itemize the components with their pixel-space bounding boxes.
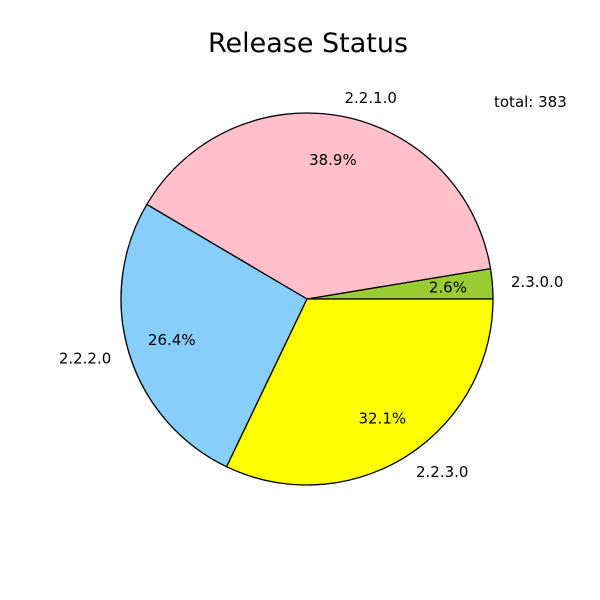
- slice-label-2-2-3-0: 2.2.3.0: [416, 463, 468, 481]
- pie-slice-2-2-2-0: [120, 203, 308, 468]
- slice-label-2-2-1-0: 2.2.1.0: [345, 89, 397, 107]
- pie-labels: 2.3.0.0 2.6% 2.2.1.0 38.9% 2.2.2.0 26.4% 2.2.3…: [59, 89, 564, 481]
- slice-percent-2-3-0-0: 2.6%: [429, 278, 467, 296]
- total-annotation: total: 383: [494, 93, 567, 111]
- slice-label-2-2-2-0: 2.2.2.0: [59, 350, 111, 368]
- chart-title: Release Status: [208, 28, 408, 59]
- pie-slice-2-2-1-0: [146, 112, 492, 300]
- slice-label-2-3-0-0: 2.3.0.0: [511, 273, 563, 291]
- slice-percent-2-2-2-0: 26.4%: [148, 331, 196, 349]
- pie-slices: [120, 112, 494, 486]
- pie-slice-2-2-3-0: [225, 298, 494, 486]
- slice-percent-2-2-3-0: 32.1%: [358, 410, 406, 428]
- slice-percent-2-2-1-0: 38.9%: [309, 151, 357, 169]
